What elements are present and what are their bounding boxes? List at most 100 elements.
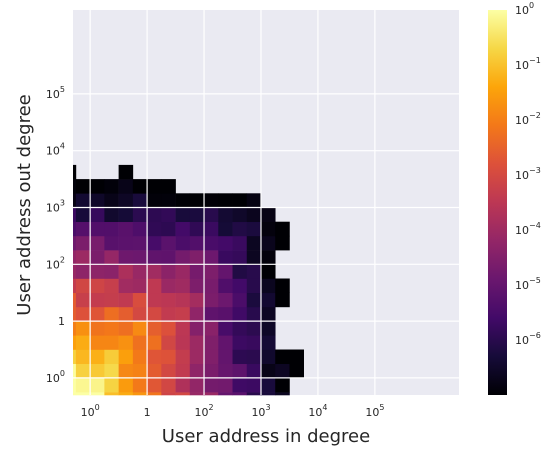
heatmap-cell	[75, 292, 91, 308]
x-axis-label: User address in degree	[162, 426, 370, 447]
heatmap-cell	[260, 292, 276, 308]
heatmap-cell	[132, 207, 148, 223]
heatmap-cell	[204, 392, 219, 396]
y-axis-label: User address out degree	[14, 94, 35, 315]
heatmap-cell	[147, 306, 162, 322]
heatmap-cell	[218, 392, 233, 396]
heatmap-cell	[147, 221, 162, 237]
heatmap-cell	[260, 250, 276, 265]
heatmap-cell	[218, 321, 233, 336]
heatmap-cell	[118, 264, 134, 279]
heatmap-cell	[73, 207, 77, 223]
heatmap-cell	[204, 377, 219, 393]
heatmap-cell	[204, 207, 219, 223]
heatmap-cell	[104, 321, 119, 336]
heatmap-cell	[218, 193, 233, 208]
heatmap-cell	[175, 193, 191, 208]
heatmap-cell	[104, 349, 119, 365]
heatmap-cell	[132, 193, 148, 208]
y-tick-label: 103	[46, 199, 65, 215]
heatmap-cell	[75, 207, 91, 223]
heatmap-cell	[118, 321, 134, 336]
heatmap-cell	[232, 349, 248, 365]
heatmap-cell	[118, 363, 134, 379]
heatmap-cell	[204, 221, 219, 237]
heatmap-cell	[90, 349, 105, 365]
heatmap-cell	[189, 377, 205, 393]
heatmap-cell	[232, 250, 248, 265]
heatmap-cell	[175, 321, 191, 336]
heatmap-cell	[246, 250, 262, 265]
colorbar-tick-label: 10−6	[515, 331, 541, 347]
heatmap-cell	[204, 306, 219, 322]
heatmap-cell	[118, 221, 134, 237]
heatmap-cell	[275, 363, 290, 379]
heatmap-cell	[232, 377, 248, 393]
heatmap-cell	[232, 335, 248, 350]
heatmap-cell	[73, 392, 77, 396]
colorbar-tick-label: 10−2	[515, 111, 541, 127]
heatmap-cell	[275, 377, 290, 393]
y-tick-label: 105	[46, 85, 65, 101]
heatmap-cell	[118, 377, 134, 393]
y-tick-label: 104	[46, 142, 65, 158]
heatmap-cell	[246, 335, 262, 350]
heatmap-cell	[161, 250, 176, 265]
heatmap-cell	[147, 250, 162, 265]
heatmap-cell	[246, 292, 262, 308]
heatmap-cell	[161, 264, 176, 279]
heatmap-cell	[218, 207, 233, 223]
heatmap-cell	[161, 193, 176, 208]
heatmap-cell	[132, 221, 148, 237]
heatmap-cell	[204, 264, 219, 279]
grid-lines	[73, 10, 459, 395]
heatmap-cell	[175, 278, 191, 294]
heatmap-cell	[260, 321, 276, 336]
heatmap-cell	[147, 193, 162, 208]
heatmap-cell	[73, 235, 77, 251]
colorbar-tick-label: 10−3	[515, 166, 541, 182]
heatmap-cell	[218, 264, 233, 279]
heatmap-cell	[161, 207, 176, 223]
heatmap-cell	[218, 377, 233, 393]
heatmap-cell	[189, 321, 205, 336]
heatmap-cell	[218, 221, 233, 237]
heatmap-cell	[147, 335, 162, 350]
heatmap-cell	[260, 306, 276, 322]
heatmap-cell	[90, 264, 105, 279]
heatmap-cell	[218, 278, 233, 294]
heatmap-cell	[73, 335, 77, 350]
heatmap-cell	[147, 392, 162, 396]
heatmap-cell	[90, 335, 105, 350]
heatmap-cell	[90, 306, 105, 322]
heatmap-cell	[118, 335, 134, 350]
heatmap-cell	[161, 235, 176, 251]
heatmap-cell	[118, 207, 134, 223]
heatmap-cell	[260, 377, 276, 393]
heatmap-cell	[218, 349, 233, 365]
heatmap-cell	[232, 193, 248, 208]
heatmap-cell	[90, 250, 105, 265]
heatmap-cell	[90, 179, 105, 194]
heatmap-cell	[189, 250, 205, 265]
heatmap-cell	[73, 363, 77, 379]
heatmap-cell	[75, 250, 91, 265]
heatmap-cell	[132, 363, 148, 379]
heatmap-cell	[175, 292, 191, 308]
heatmap-cell	[132, 278, 148, 294]
heatmap-cell	[246, 363, 262, 379]
heatmap-cell	[275, 221, 290, 237]
heatmap-cell	[104, 207, 119, 223]
heatmap-cell	[189, 292, 205, 308]
heatmap-cell	[118, 193, 134, 208]
heatmap-cell	[232, 321, 248, 336]
heatmap-cell	[204, 321, 219, 336]
heatmap-cell	[275, 278, 290, 294]
heatmap-cell	[161, 306, 176, 322]
heatmap-cell	[232, 392, 248, 396]
heatmap-cell	[260, 392, 276, 396]
heatmap-cell	[104, 306, 119, 322]
heatmap-cell	[90, 363, 105, 379]
heatmap-cell	[90, 278, 105, 294]
heatmap-cell	[260, 264, 276, 279]
